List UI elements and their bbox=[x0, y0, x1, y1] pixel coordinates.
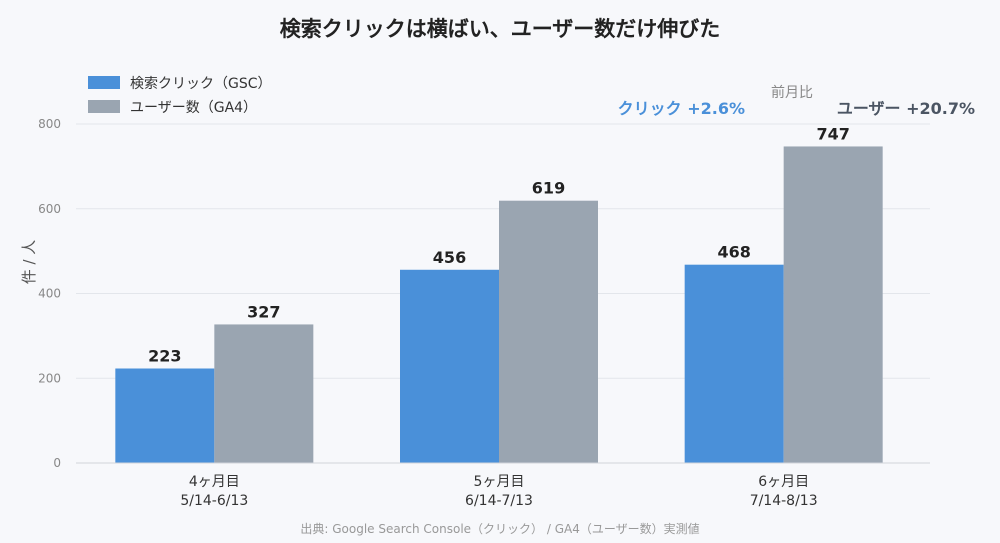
y-tick-label: 200 bbox=[38, 371, 61, 385]
y-tick-label: 0 bbox=[53, 456, 61, 470]
y-tick-label: 400 bbox=[38, 287, 61, 301]
data-label: 223 bbox=[148, 347, 181, 366]
x-tick-label: 7/14-8/13 bbox=[750, 493, 818, 509]
bar-users bbox=[214, 324, 314, 463]
legend-label-users: ユーザー数（GA4） bbox=[130, 100, 257, 116]
legend-swatch-clicks bbox=[88, 76, 120, 89]
legend: 検索クリック（GSC） ユーザー数（GA4） bbox=[88, 75, 272, 116]
legend-label-clicks: 検索クリック（GSC） bbox=[130, 75, 272, 92]
bar-clicks bbox=[115, 368, 215, 463]
x-tick-label: 4ヶ月目 bbox=[189, 474, 240, 490]
data-labels: 223 327 456 619 468 747 bbox=[148, 124, 850, 365]
data-label: 468 bbox=[717, 243, 750, 262]
chart-title: 検索クリックは横ばい、ユーザー数だけ伸びた bbox=[280, 17, 721, 41]
y-tick-label: 600 bbox=[38, 202, 61, 216]
annotation-clicks-change: クリック +2.6% bbox=[618, 99, 745, 118]
legend-swatch-users bbox=[88, 100, 120, 113]
data-label: 456 bbox=[433, 248, 466, 267]
source-note: 出典: Google Search Console（クリック） / GA4（ユー… bbox=[300, 521, 699, 536]
bar-users bbox=[499, 200, 598, 464]
data-label: 747 bbox=[816, 124, 849, 143]
annotation-users-change: ユーザー +20.7% bbox=[837, 99, 975, 118]
bar-clicks bbox=[684, 264, 784, 463]
data-label: 619 bbox=[532, 179, 565, 198]
bar-users bbox=[783, 146, 883, 464]
y-axis-label: 件 / 人 bbox=[20, 240, 38, 285]
bars bbox=[115, 146, 883, 464]
y-tick-label: 800 bbox=[38, 117, 61, 131]
x-tick-label: 6/14-7/13 bbox=[465, 493, 533, 509]
y-axis-ticks: 0 200 400 600 800 bbox=[38, 117, 61, 470]
x-tick-label: 5ヶ月目 bbox=[474, 474, 525, 490]
bar-clicks bbox=[400, 269, 499, 463]
x-axis-ticks: 4ヶ月目 5/14-6/13 5ヶ月目 6/14-7/13 6ヶ月目 7/14-8/13 bbox=[180, 474, 817, 509]
x-tick-label: 5/14-6/13 bbox=[180, 493, 248, 509]
annotation-header: 前月比 bbox=[771, 84, 813, 101]
x-tick-label: 6ヶ月目 bbox=[758, 474, 809, 490]
data-label: 327 bbox=[247, 302, 280, 321]
